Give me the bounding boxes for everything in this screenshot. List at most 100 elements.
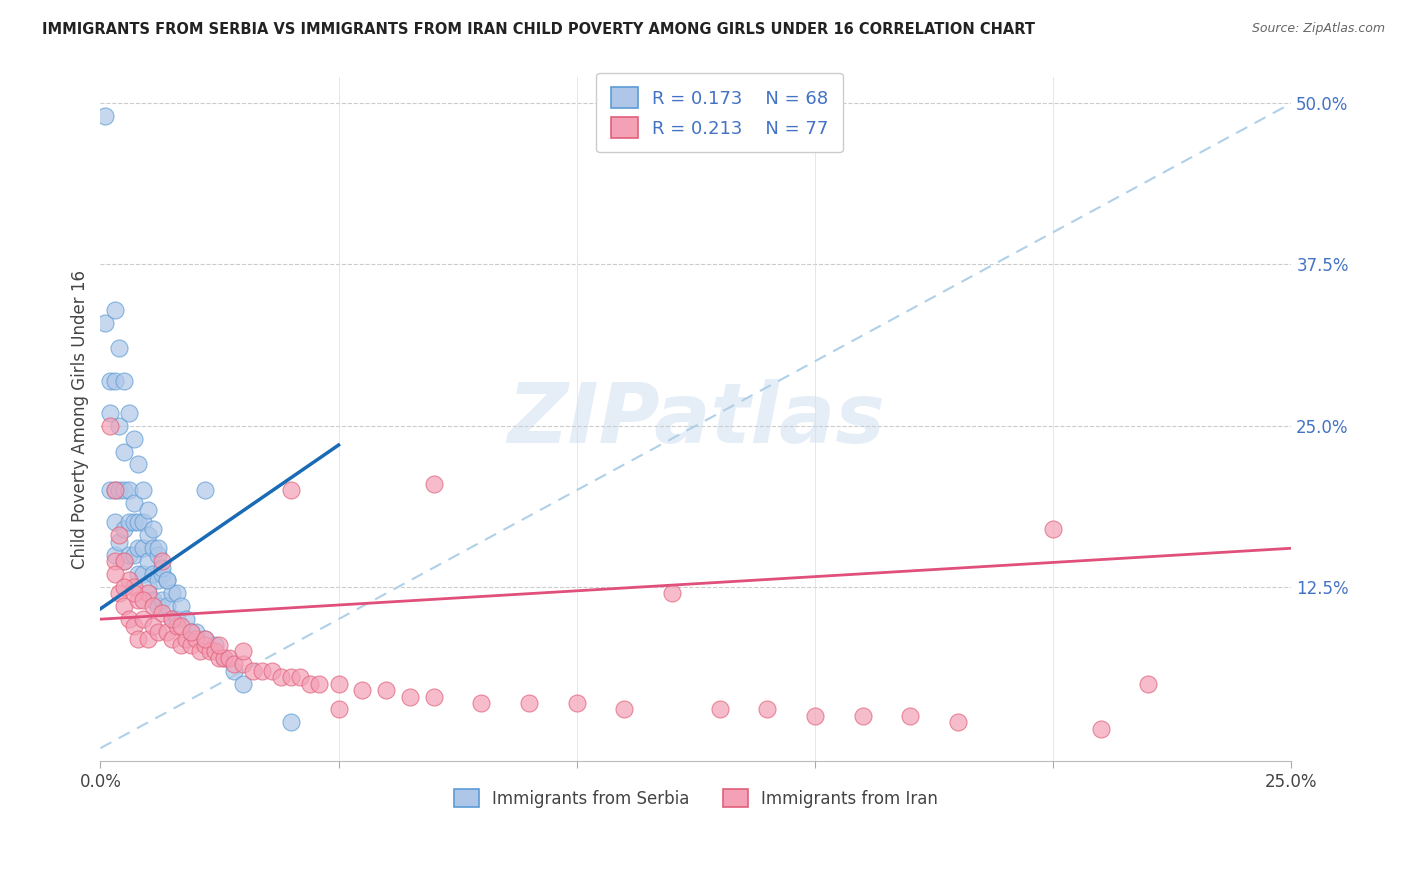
Point	[170, 599, 193, 614]
Point	[661, 586, 683, 600]
Point	[146, 599, 169, 614]
Point	[122, 580, 145, 594]
Point	[112, 483, 135, 498]
Point	[252, 664, 274, 678]
Point	[108, 418, 131, 433]
Point	[851, 709, 873, 723]
Point	[160, 586, 183, 600]
Point	[127, 541, 149, 556]
Point	[399, 690, 422, 704]
Point	[180, 638, 202, 652]
Point	[142, 522, 165, 536]
Point	[98, 483, 121, 498]
Point	[180, 625, 202, 640]
Point	[122, 432, 145, 446]
Point	[156, 625, 179, 640]
Point	[184, 625, 207, 640]
Point	[470, 696, 492, 710]
Point	[122, 618, 145, 632]
Point	[118, 574, 141, 588]
Point	[142, 599, 165, 614]
Point	[160, 612, 183, 626]
Point	[104, 548, 127, 562]
Point	[232, 657, 254, 672]
Point	[194, 483, 217, 498]
Point	[108, 586, 131, 600]
Point	[308, 676, 330, 690]
Point	[112, 522, 135, 536]
Point	[328, 676, 350, 690]
Point	[132, 483, 155, 498]
Point	[212, 651, 235, 665]
Point	[166, 618, 188, 632]
Point	[166, 612, 188, 626]
Point	[136, 586, 159, 600]
Point	[898, 709, 921, 723]
Point	[565, 696, 588, 710]
Point	[136, 528, 159, 542]
Point	[208, 651, 231, 665]
Point	[142, 592, 165, 607]
Point	[132, 592, 155, 607]
Point	[112, 554, 135, 568]
Point	[108, 528, 131, 542]
Point	[613, 702, 636, 716]
Point	[1042, 522, 1064, 536]
Point	[1090, 722, 1112, 736]
Text: IMMIGRANTS FROM SERBIA VS IMMIGRANTS FROM IRAN CHILD POVERTY AMONG GIRLS UNDER 1: IMMIGRANTS FROM SERBIA VS IMMIGRANTS FRO…	[42, 22, 1035, 37]
Point	[208, 638, 231, 652]
Point	[108, 341, 131, 355]
Point	[127, 516, 149, 530]
Point	[112, 554, 135, 568]
Point	[423, 690, 446, 704]
Point	[375, 683, 398, 698]
Point	[122, 586, 145, 600]
Point	[204, 638, 226, 652]
Point	[298, 676, 321, 690]
Point	[132, 567, 155, 582]
Point	[118, 516, 141, 530]
Point	[166, 586, 188, 600]
Point	[118, 612, 141, 626]
Point	[104, 374, 127, 388]
Point	[136, 502, 159, 516]
Point	[280, 715, 302, 730]
Point	[156, 574, 179, 588]
Point	[132, 516, 155, 530]
Point	[98, 374, 121, 388]
Point	[328, 702, 350, 716]
Point	[142, 618, 165, 632]
Point	[104, 483, 127, 498]
Point	[108, 483, 131, 498]
Y-axis label: Child Poverty Among Girls Under 16: Child Poverty Among Girls Under 16	[72, 269, 89, 569]
Point	[104, 516, 127, 530]
Point	[94, 316, 117, 330]
Point	[146, 541, 169, 556]
Point	[194, 632, 217, 646]
Point	[218, 651, 240, 665]
Point	[127, 567, 149, 582]
Point	[170, 638, 193, 652]
Point	[160, 612, 183, 626]
Text: ZIPatlas: ZIPatlas	[508, 379, 884, 459]
Point	[127, 632, 149, 646]
Point	[260, 664, 283, 678]
Point	[194, 638, 217, 652]
Point	[112, 444, 135, 458]
Point	[232, 676, 254, 690]
Point	[108, 534, 131, 549]
Point	[146, 548, 169, 562]
Point	[104, 483, 127, 498]
Point	[150, 554, 173, 568]
Text: Source: ZipAtlas.com: Source: ZipAtlas.com	[1251, 22, 1385, 36]
Point	[423, 476, 446, 491]
Point	[222, 664, 245, 678]
Point	[112, 599, 135, 614]
Point	[150, 560, 173, 574]
Point	[190, 644, 212, 658]
Point	[132, 612, 155, 626]
Point	[180, 625, 202, 640]
Point	[150, 567, 173, 582]
Point	[94, 109, 117, 123]
Point	[156, 599, 179, 614]
